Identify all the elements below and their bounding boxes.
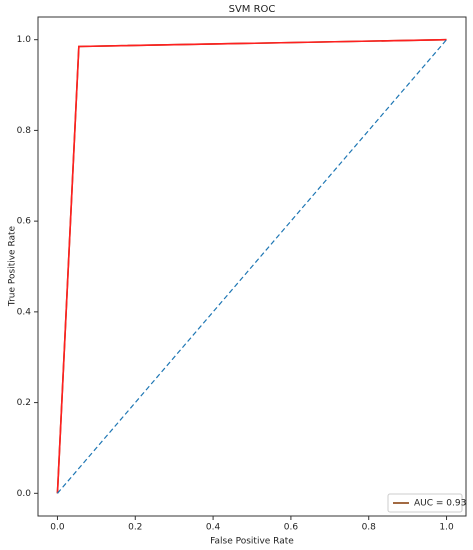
plot-frame bbox=[37, 16, 467, 517]
chart-title: SVM ROC bbox=[229, 4, 276, 15]
x-tick-label: 1.0 bbox=[439, 523, 454, 533]
x-tick-label: 0.6 bbox=[284, 523, 299, 533]
x-axis-label: False Positive Rate bbox=[210, 537, 294, 547]
x-tick-label: 0.0 bbox=[50, 523, 65, 533]
y-axis-label: True Positive Rate bbox=[8, 225, 18, 307]
legend-label: AUC = 0.93 bbox=[414, 499, 466, 509]
x-tick-label: 0.8 bbox=[362, 523, 377, 533]
y-tick-label: 0.8 bbox=[17, 126, 32, 136]
legend-box bbox=[387, 493, 463, 513]
x-tick-label: 0.4 bbox=[206, 523, 221, 533]
x-tick-label: 0.2 bbox=[128, 523, 142, 533]
y-tick-label: 1.0 bbox=[17, 35, 32, 45]
y-tick-label: 0.6 bbox=[17, 217, 32, 227]
y-tick-label: 0.4 bbox=[17, 307, 32, 317]
series-line bbox=[56, 39, 448, 494]
y-tick-label: 0.2 bbox=[17, 398, 31, 408]
series-line bbox=[56, 38, 447, 494]
y-tick-label: 0.0 bbox=[17, 489, 32, 499]
